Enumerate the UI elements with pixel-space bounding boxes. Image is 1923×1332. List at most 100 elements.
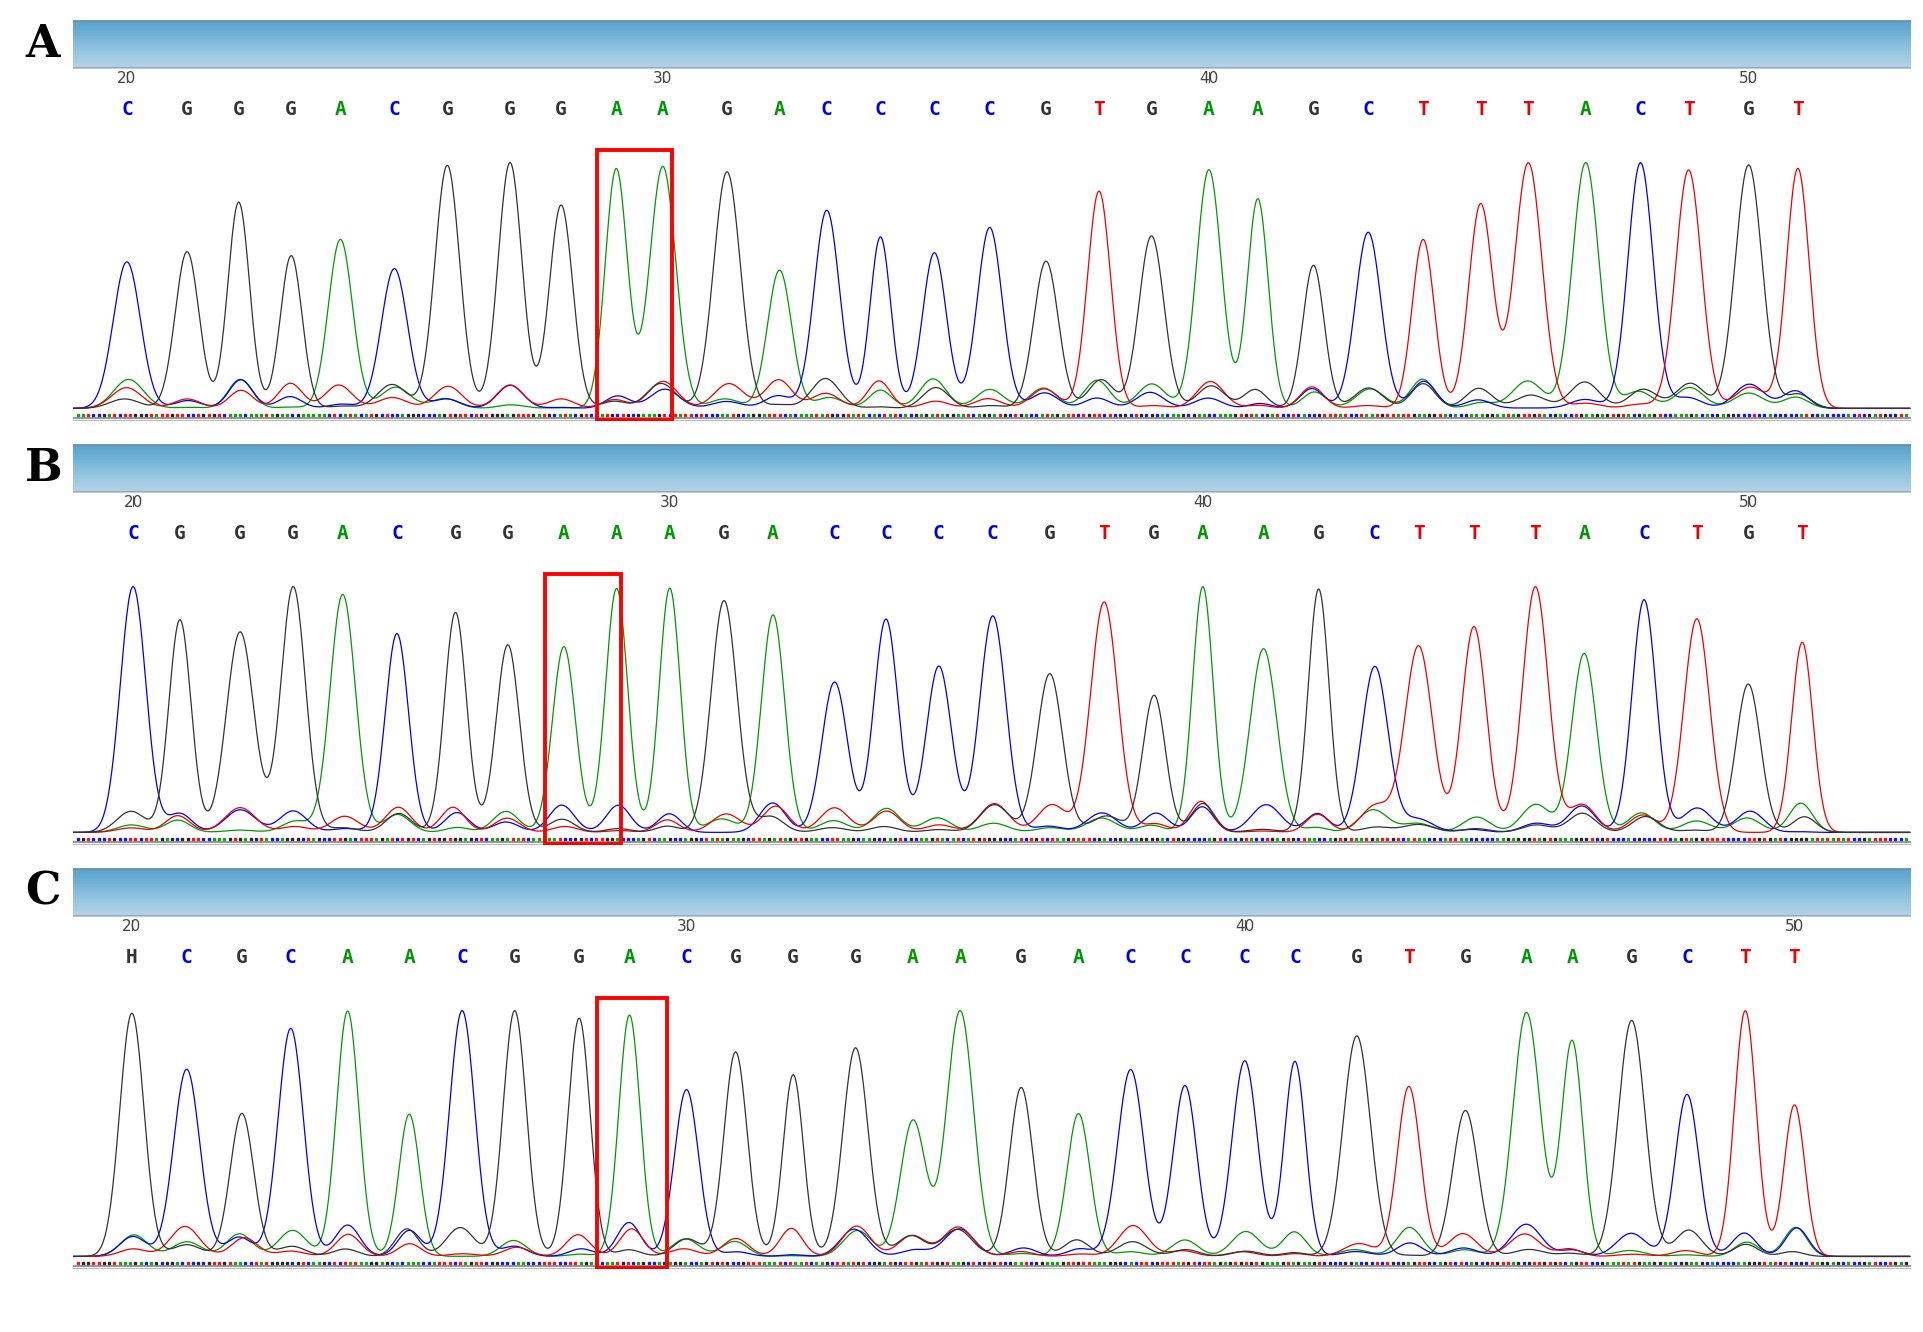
Text: C: C: [1238, 948, 1250, 967]
Text: G: G: [1040, 100, 1052, 119]
Text: A: A: [1577, 523, 1588, 543]
Text: C: C: [1636, 523, 1650, 543]
Text: G: G: [1308, 100, 1319, 119]
Text: A: A: [1579, 100, 1590, 119]
Text: 40: 40: [1235, 919, 1254, 934]
Text: G: G: [504, 100, 515, 119]
Text: A: A: [1252, 100, 1263, 119]
Text: C: C: [1681, 948, 1692, 967]
Text: G: G: [787, 948, 798, 967]
Text: C: C: [983, 100, 994, 119]
Text: C: C: [127, 523, 138, 543]
Text: C: C: [933, 523, 944, 543]
Text: A: A: [558, 523, 569, 543]
Text: A: A: [1565, 948, 1577, 967]
Text: C: C: [456, 948, 467, 967]
Text: 40: 40: [1192, 496, 1211, 510]
Text: G: G: [1311, 523, 1323, 543]
Text: T: T: [1738, 948, 1750, 967]
Text: C: C: [181, 948, 192, 967]
Text: A: A: [1258, 523, 1269, 543]
Text: 30: 30: [652, 71, 673, 87]
Text: C: C: [829, 523, 840, 543]
Text: G: G: [556, 100, 567, 119]
Text: G: G: [1044, 523, 1056, 543]
Text: C: C: [986, 523, 998, 543]
Text: C: C: [1125, 948, 1136, 967]
Text: 30: 30: [660, 496, 679, 510]
Text: A: A: [610, 100, 621, 119]
Text: G: G: [440, 100, 454, 119]
Text: C: C: [1635, 100, 1646, 119]
Text: A: A: [404, 948, 415, 967]
Text: G: G: [721, 100, 733, 119]
Text: H: H: [127, 948, 138, 967]
Text: T: T: [1521, 100, 1533, 119]
Text: G: G: [450, 523, 462, 543]
Text: G: G: [1148, 523, 1160, 543]
Text: 40: 40: [1198, 71, 1217, 87]
Text: T: T: [1796, 523, 1808, 543]
Text: A: A: [773, 100, 785, 119]
Text: A: A: [1073, 948, 1085, 967]
Text: C: C: [121, 100, 133, 119]
Text: A: A: [1519, 948, 1531, 967]
Text: G: G: [573, 948, 585, 967]
Text: C: C: [821, 100, 833, 119]
Text: G: G: [502, 523, 513, 543]
Text: A: A: [1202, 100, 1213, 119]
Text: T: T: [1690, 523, 1702, 543]
Text: T: T: [1683, 100, 1694, 119]
Text: A: A: [335, 100, 346, 119]
Text: T: T: [1411, 523, 1423, 543]
Text: C: C: [875, 100, 887, 119]
Text: C: C: [879, 523, 892, 543]
Text: C: C: [1288, 948, 1300, 967]
Text: 50: 50: [1785, 919, 1804, 934]
Text: A: A: [337, 523, 348, 543]
Text: T: T: [1475, 100, 1486, 119]
Text: A: A: [663, 523, 675, 543]
Bar: [596, 998, 665, 1268]
Text: A: A: [25, 23, 60, 65]
Text: G: G: [287, 523, 298, 543]
Text: G: G: [181, 100, 192, 119]
Text: G: G: [173, 523, 187, 543]
Bar: [544, 574, 621, 844]
Text: T: T: [1467, 523, 1479, 543]
Text: G: G: [1625, 948, 1636, 967]
Text: G: G: [1742, 523, 1754, 543]
Text: T: T: [1788, 948, 1800, 967]
Text: G: G: [508, 948, 521, 967]
Text: C: C: [285, 948, 296, 967]
Text: G: G: [717, 523, 729, 543]
Text: A: A: [1196, 523, 1208, 543]
Text: 50: 50: [1738, 71, 1758, 87]
Text: T: T: [1417, 100, 1429, 119]
Text: A: A: [767, 523, 779, 543]
Text: 20: 20: [123, 919, 142, 934]
Text: C: C: [1179, 948, 1190, 967]
Text: G: G: [233, 100, 244, 119]
Text: C: C: [1369, 523, 1381, 543]
Text: C: C: [681, 948, 692, 967]
Text: A: A: [908, 948, 919, 967]
Text: C: C: [1361, 100, 1373, 119]
Text: G: G: [1350, 948, 1361, 967]
Text: G: G: [237, 948, 248, 967]
Text: A: A: [610, 523, 623, 543]
Text: T: T: [1402, 948, 1413, 967]
Text: A: A: [623, 948, 635, 967]
Text: G: G: [1742, 100, 1754, 119]
Text: G: G: [1460, 948, 1471, 967]
Text: A: A: [954, 948, 965, 967]
Text: G: G: [729, 948, 740, 967]
Text: T: T: [1529, 523, 1540, 543]
Text: T: T: [1098, 523, 1110, 543]
Text: A: A: [342, 948, 354, 967]
Text: C: C: [390, 523, 402, 543]
Text: 30: 30: [677, 919, 696, 934]
Text: B: B: [25, 446, 63, 490]
Text: 50: 50: [1738, 496, 1758, 510]
Bar: [596, 149, 671, 420]
